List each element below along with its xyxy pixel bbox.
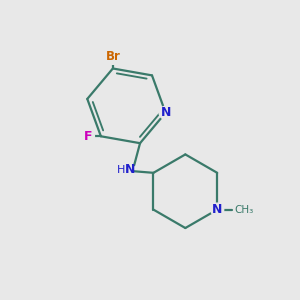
Text: N: N: [212, 203, 222, 216]
Circle shape: [211, 203, 224, 216]
Circle shape: [105, 48, 121, 64]
Text: H: H: [117, 165, 126, 175]
Text: N: N: [160, 106, 171, 119]
Text: Br: Br: [105, 50, 120, 63]
Text: F: F: [84, 130, 93, 143]
Circle shape: [159, 106, 172, 119]
Circle shape: [82, 130, 94, 142]
Text: CH₃: CH₃: [235, 205, 254, 214]
Text: N: N: [124, 163, 135, 176]
